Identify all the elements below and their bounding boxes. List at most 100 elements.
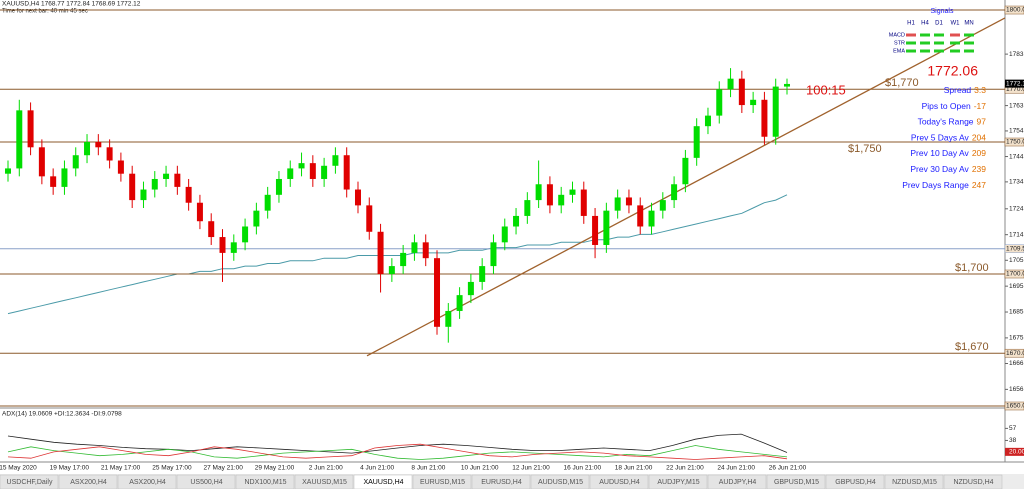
- x-tick-label: 16 Jun 21:00: [564, 465, 602, 472]
- signal-cell: [950, 49, 960, 53]
- indicator-tick-label: 57: [1009, 425, 1017, 432]
- stat-row: Spread 3.3: [944, 85, 987, 95]
- y-tick-label: 1714.90: [1009, 231, 1024, 238]
- tab[interactable]: [943, 474, 1003, 489]
- candle-body: [456, 295, 463, 311]
- symbol-line: XAUUSD,H4 1768.77 1772.84 1768.69 1772.1…: [2, 1, 141, 8]
- tab-label[interactable]: XAUUSD,M15: [302, 479, 347, 486]
- y-tick-label: 1763.80: [1009, 102, 1024, 109]
- candle-body: [434, 258, 441, 327]
- level-tag: 1670.00: [1006, 350, 1024, 357]
- tab-label[interactable]: USDCHF,Daily: [7, 479, 53, 486]
- tab[interactable]: [648, 474, 708, 489]
- candle-body: [196, 202, 203, 222]
- trendline: [366, 17, 1006, 357]
- tab[interactable]: [58, 474, 118, 489]
- candle-body: [140, 189, 147, 201]
- signals-title: Signals: [931, 8, 954, 15]
- indicator-tick-box: [1005, 447, 1024, 456]
- tab[interactable]: [471, 474, 531, 489]
- tab-label[interactable]: EURUSD,M15: [420, 479, 465, 486]
- candle-body: [648, 210, 655, 227]
- x-tick-label: 25 May 17:00: [152, 465, 192, 472]
- candle-body: [467, 281, 474, 296]
- y-tick-label: 1724.70: [1009, 206, 1024, 213]
- tab[interactable]: [0, 474, 59, 489]
- candle-body: [411, 242, 418, 253]
- tab-label[interactable]: ASX200,H4: [129, 479, 166, 486]
- candle-body: [671, 184, 678, 201]
- candle-body: [784, 83, 790, 87]
- tab-label[interactable]: AUDJPY,M15: [657, 479, 699, 486]
- candle-body: [501, 226, 508, 243]
- candle-body: [659, 200, 666, 211]
- y-tick-label: 1754.20: [1009, 128, 1024, 135]
- candle-body: [354, 189, 361, 206]
- stat-label: Pips to Open: [922, 101, 971, 111]
- x-tick-label: 12 Jun 21:00: [512, 465, 550, 472]
- y-tick-label: 1656.30: [1009, 386, 1024, 393]
- tab-label[interactable]: NZDUSD,H4: [953, 479, 993, 486]
- candle-body: [185, 186, 192, 203]
- level-tag-box: [1004, 348, 1024, 358]
- tab-label[interactable]: GBPUSD,H4: [835, 479, 876, 486]
- signal-cell: [934, 49, 944, 53]
- candle-body: [445, 310, 452, 327]
- x-tick-label: 2 Jun 21:00: [309, 465, 343, 472]
- tab[interactable]: [530, 474, 590, 489]
- tab[interactable]: [884, 474, 944, 489]
- signal-name: STR: [894, 40, 905, 46]
- indicator-tick-label: 38: [1009, 437, 1017, 444]
- tab-label[interactable]: NDX100,M15: [244, 479, 286, 486]
- candle-body: [151, 178, 158, 190]
- tab-label[interactable]: GBPUSD,M15: [774, 479, 819, 486]
- tab-label[interactable]: US500,H4: [190, 479, 222, 486]
- timeframe: D1: [935, 21, 943, 27]
- tab[interactable]: [412, 474, 472, 489]
- tab[interactable]: [117, 474, 177, 489]
- x-tick-label: 26 Jun 21:00: [769, 465, 807, 472]
- tab[interactable]: [707, 474, 767, 489]
- signal-cell: [906, 41, 916, 45]
- tab-label[interactable]: AUDJPY,H4: [719, 479, 757, 486]
- tab-label[interactable]: XAUUSD,H4: [363, 479, 403, 486]
- tab[interactable]: [294, 474, 354, 489]
- stat-row: Prev Days Range 247: [902, 180, 986, 190]
- tab-label[interactable]: AUDUSD,M15: [538, 479, 583, 486]
- candle-body: [230, 242, 237, 253]
- tab-label[interactable]: ASX200,H4: [70, 479, 107, 486]
- candle-body: [174, 173, 181, 187]
- tab[interactable]: [235, 474, 295, 489]
- live-price: 1772.06: [927, 63, 978, 79]
- candle-body: [106, 147, 113, 161]
- level-tag: 1709.59: [1006, 245, 1024, 252]
- signal-cell: [906, 33, 916, 37]
- candle-body: [524, 200, 531, 216]
- tab-label[interactable]: EURUSD,H4: [481, 479, 522, 486]
- tab[interactable]: [825, 474, 885, 489]
- level-label: $1,670: [955, 341, 989, 353]
- tab-label[interactable]: AUDUSD,H4: [599, 479, 640, 486]
- x-tick-label: 29 May 21:00: [255, 465, 295, 472]
- tab-label[interactable]: NZDUSD,M15: [892, 479, 937, 486]
- bar-timer: Time for next bar: 40 min 45 sec: [2, 9, 88, 15]
- signal-cell: [950, 41, 960, 45]
- candle-body: [738, 78, 745, 106]
- timeframe: W1: [951, 21, 961, 27]
- tab[interactable]: [353, 474, 413, 489]
- candle-body: [513, 215, 520, 227]
- y-tick-label: 1734.90: [1009, 179, 1024, 186]
- current-price: 1772.12: [1006, 80, 1024, 87]
- tab[interactable]: [176, 474, 236, 489]
- level-label: $1,700: [955, 262, 989, 274]
- signal-cell: [920, 49, 930, 53]
- tab[interactable]: [766, 474, 826, 489]
- stat-row: Today's Range 97: [918, 117, 987, 127]
- level-tag: 1800.00: [1006, 7, 1024, 14]
- candle-body: [366, 205, 373, 232]
- tab[interactable]: [589, 474, 649, 489]
- candle-body: [163, 173, 170, 179]
- moving-average: [7, 194, 788, 315]
- indicator-label: ADX(14) 19.0609 +DI:12.3634 -DI:9.0798: [2, 411, 122, 418]
